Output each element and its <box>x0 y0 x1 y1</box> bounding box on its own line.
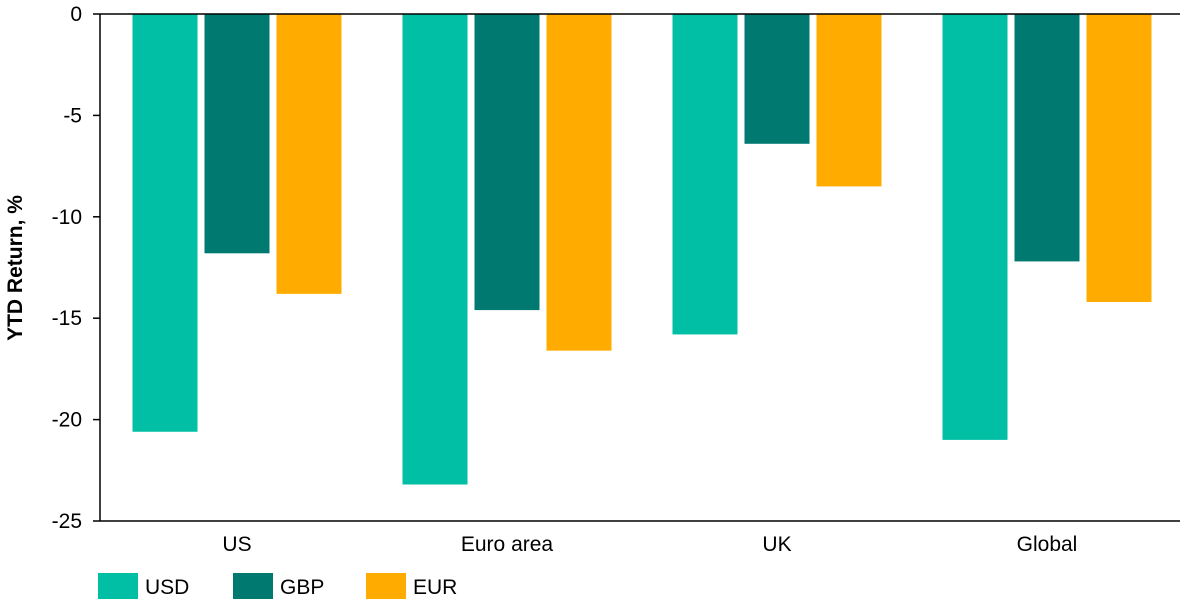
legend-swatch-gbp <box>233 573 273 599</box>
y-tick-label: -20 <box>52 409 82 432</box>
bar-gbp-euro-area <box>474 14 540 311</box>
legend-label-eur: EUR <box>413 576 457 599</box>
bar-usd-us <box>132 14 198 432</box>
bar-usd-global <box>942 14 1008 440</box>
category-labels: US Euro area UK Global <box>222 533 1077 556</box>
legend: USD GBP EUR <box>98 573 457 599</box>
category-label: Euro area <box>461 533 554 556</box>
category-label: UK <box>762 533 791 556</box>
y-tick-label: -25 <box>52 510 82 533</box>
bar-eur-global <box>1086 14 1152 302</box>
bar-eur-euro-area <box>546 14 612 351</box>
legend-swatch-eur <box>366 573 406 599</box>
y-axis-title: YTD Return, % <box>4 195 27 341</box>
legend-label-gbp: GBP <box>280 576 324 599</box>
legend-swatch-usd <box>98 573 138 599</box>
y-axis-title-group: YTD Return, % <box>4 195 27 341</box>
bar-gbp-uk <box>744 14 810 144</box>
bar-eur-uk <box>816 14 882 187</box>
bar-eur-us <box>276 14 342 294</box>
y-tick-label: -10 <box>52 206 82 229</box>
bars <box>132 14 1152 485</box>
axes <box>99 13 1180 522</box>
category-label: Global <box>1017 533 1078 556</box>
bar-gbp-global <box>1014 14 1080 262</box>
y-axis-ticks: 0 -5 -10 -15 -20 -25 <box>52 3 100 533</box>
bar-usd-uk <box>672 14 738 335</box>
bar-gbp-us <box>204 14 270 254</box>
y-tick-label: 0 <box>70 3 82 26</box>
bar-usd-euro-area <box>402 14 468 485</box>
legend-label-usd: USD <box>145 576 189 599</box>
y-tick-label: -15 <box>52 307 82 330</box>
category-label: US <box>222 533 251 556</box>
y-tick-label: -5 <box>63 104 82 127</box>
